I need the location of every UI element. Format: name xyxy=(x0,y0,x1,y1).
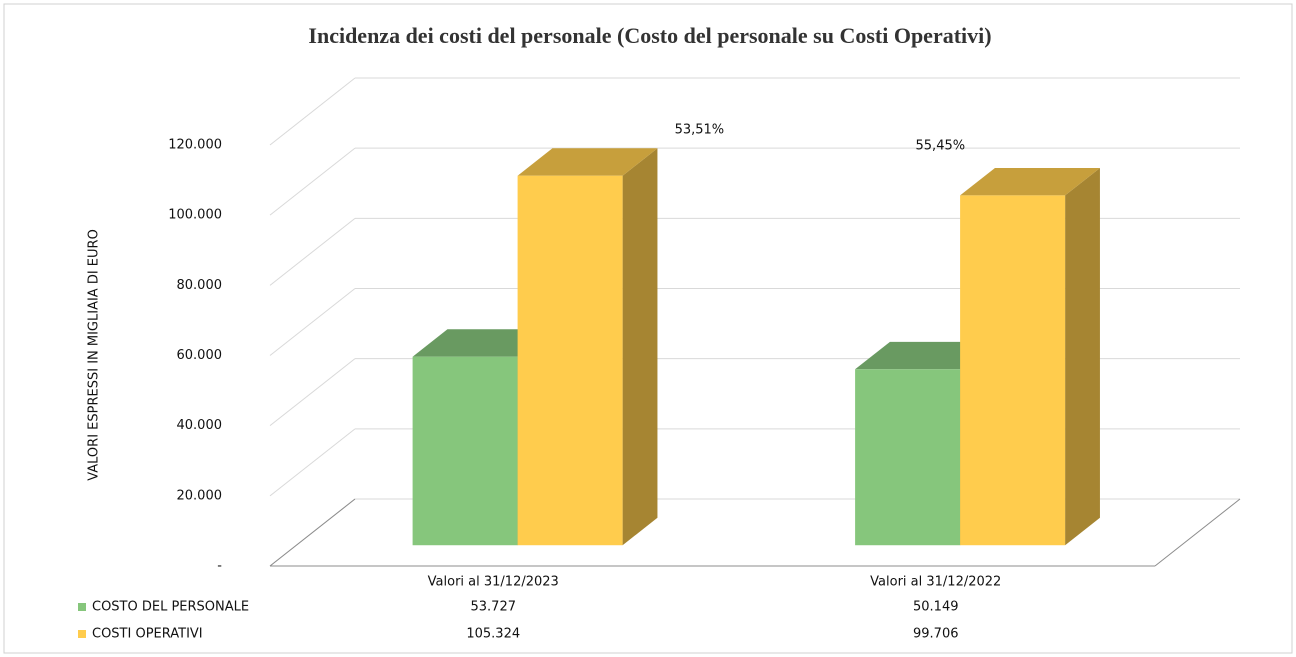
grid-diagonal xyxy=(269,358,356,427)
bar xyxy=(960,195,1066,546)
bar-side xyxy=(622,148,658,546)
grid-diagonal xyxy=(269,288,356,356)
annotation: 55,45% xyxy=(916,138,966,153)
y-tick-label: 80.000 xyxy=(177,278,223,293)
y-tick-label: 100.000 xyxy=(168,208,222,223)
y-tick-label: 20.000 xyxy=(177,488,223,503)
bar-top xyxy=(412,329,553,357)
floor-right xyxy=(1154,498,1241,567)
bar xyxy=(855,369,961,546)
legend-swatch xyxy=(78,603,86,611)
x-tick-label: Valori al 31/12/2022 xyxy=(870,575,1001,590)
table-value: 99.706 xyxy=(913,627,959,642)
floor-left xyxy=(269,498,356,567)
bar-top xyxy=(855,341,995,370)
bar xyxy=(412,356,518,546)
y-tick-label: - xyxy=(217,559,222,574)
bar xyxy=(517,175,623,546)
legend-swatch xyxy=(78,630,86,638)
chart-title: Incidenza dei costi del personale (Costo… xyxy=(308,23,991,48)
grid-diagonal xyxy=(269,147,356,216)
legend-label: COSTO DEL PERSONALE xyxy=(92,600,249,615)
grid-diagonal xyxy=(269,217,356,286)
y-tick-label: 60.000 xyxy=(177,348,223,363)
bar-top xyxy=(960,167,1100,196)
legend-label: COSTI OPERATIVI xyxy=(92,627,203,642)
y-axis-label: VALORI ESPRESSI IN MIGLIAIA DI EURO xyxy=(87,229,102,481)
x-tick-label: Valori al 31/12/2023 xyxy=(428,575,559,590)
bar-side xyxy=(1065,167,1100,546)
table-value: 105.324 xyxy=(466,627,520,642)
annotation: 53,51% xyxy=(675,123,725,138)
table-value: 53.727 xyxy=(471,600,517,615)
bar-top xyxy=(517,148,658,176)
table-value: 50.149 xyxy=(913,600,959,615)
y-tick-label: 120.000 xyxy=(168,138,222,153)
grid-diagonal xyxy=(269,77,356,146)
y-tick-label: 40.000 xyxy=(177,418,223,433)
grid-diagonal xyxy=(269,428,356,497)
